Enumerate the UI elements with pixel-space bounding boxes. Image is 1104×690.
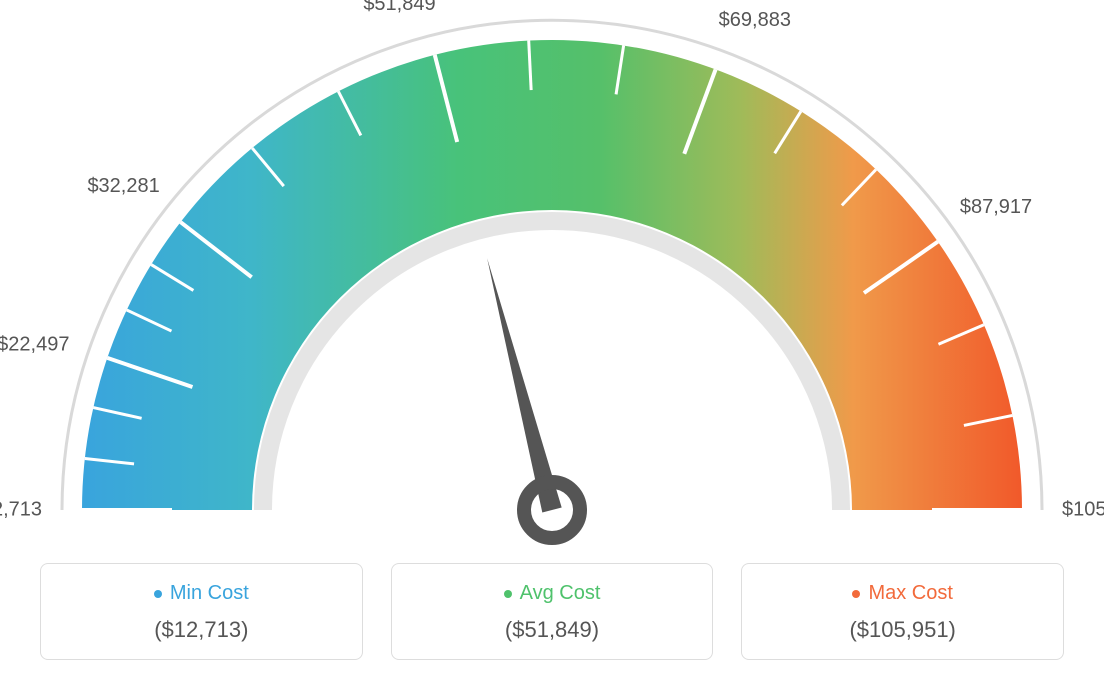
scale-label: $22,497 — [0, 333, 69, 356]
legend-title-avg: Avg Cost — [504, 582, 601, 605]
scale-label: $69,883 — [719, 9, 791, 32]
legend-dot-max — [852, 590, 860, 598]
legend-card-max: Max Cost ($105,951) — [741, 563, 1064, 660]
scale-label: $12,713 — [0, 499, 42, 522]
scale-label: $32,281 — [87, 175, 159, 198]
scale-label: $105,951 — [1062, 499, 1104, 522]
legend-title-max: Max Cost — [852, 582, 952, 605]
legend-dot-min — [154, 590, 162, 598]
legend-value-avg: ($51,849) — [402, 617, 703, 643]
legend-title-min: Min Cost — [154, 582, 249, 605]
legend-title-avg-text: Avg Cost — [520, 582, 601, 605]
legend-card-min: Min Cost ($12,713) — [40, 563, 363, 660]
legend-card-avg: Avg Cost ($51,849) — [391, 563, 714, 660]
scale-label: $51,849 — [363, 0, 435, 16]
legend-dot-avg — [504, 590, 512, 598]
scale-label: $87,917 — [960, 196, 1032, 219]
cost-gauge: $12,713 $22,497 $32,281 $51,849 $69,883 $87,9… — [0, 0, 1104, 560]
legend-title-min-text: Min Cost — [170, 582, 249, 605]
legend-value-min: ($12,713) — [51, 617, 352, 643]
legend-row: Min Cost ($12,713) Avg Cost ($51,849) Ma… — [40, 563, 1064, 660]
legend-value-max: ($105,951) — [752, 617, 1053, 643]
legend-title-max-text: Max Cost — [868, 582, 952, 605]
gauge-svg — [0, 0, 1104, 560]
